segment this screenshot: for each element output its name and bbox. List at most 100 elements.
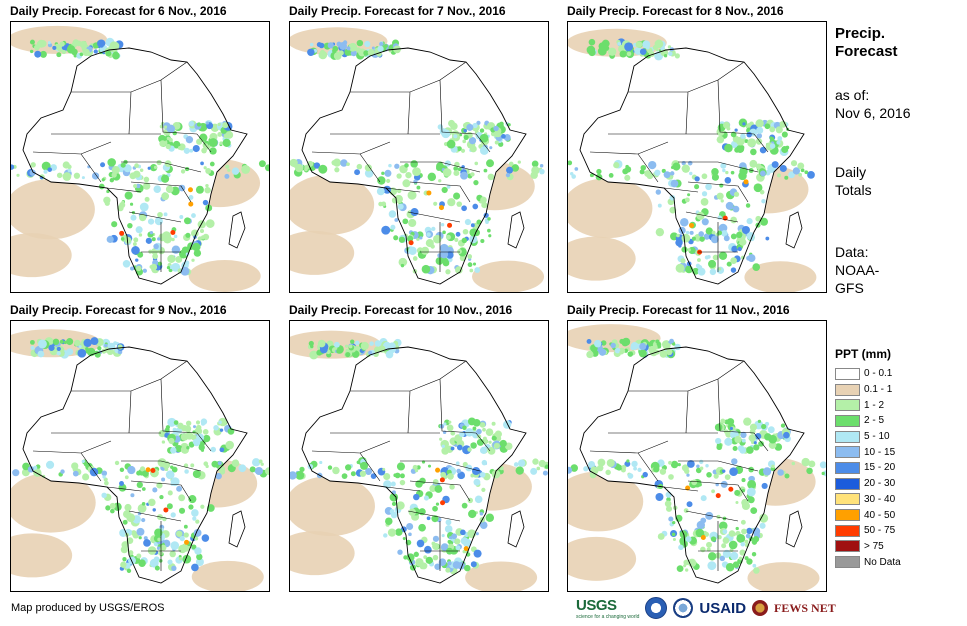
precip-cell xyxy=(82,48,90,57)
precip-cell xyxy=(85,348,91,354)
precip-cell xyxy=(350,50,357,57)
precip-cell xyxy=(790,160,798,167)
precip-cell xyxy=(486,159,494,168)
precip-cell xyxy=(159,140,167,147)
precip-cell xyxy=(670,171,675,176)
precip-cell xyxy=(371,46,375,50)
precip-cell xyxy=(784,473,790,479)
precip-cell xyxy=(472,262,477,266)
precip-cell xyxy=(586,45,596,55)
precip-cell xyxy=(374,340,382,347)
precip-cell xyxy=(147,166,151,170)
precip-cell xyxy=(295,163,304,173)
precip-cell xyxy=(158,551,163,556)
madagascar xyxy=(785,510,803,548)
precip-cell xyxy=(62,172,72,181)
precip-cell xyxy=(703,233,711,240)
precip-cell xyxy=(491,469,501,479)
precip-cell xyxy=(695,263,701,268)
precip-cell xyxy=(680,258,686,264)
precip-cell xyxy=(317,339,326,348)
precip-cell xyxy=(385,517,393,525)
precip-cell xyxy=(472,466,481,476)
precip-cell xyxy=(346,46,351,51)
precip-cell xyxy=(452,561,461,569)
precip-cell xyxy=(696,464,700,469)
precip-cell xyxy=(158,558,163,563)
precip-cell xyxy=(416,539,425,548)
precip-cell xyxy=(133,237,139,243)
precip-cell xyxy=(402,259,408,265)
precip-cell xyxy=(444,525,453,533)
precip-cell xyxy=(318,164,328,174)
precip-cell xyxy=(367,49,375,56)
precip-cell xyxy=(338,50,344,56)
precip-cell xyxy=(346,162,350,167)
precip-cell xyxy=(147,546,157,555)
precip-cell xyxy=(746,558,753,565)
precip-cell xyxy=(739,549,746,556)
coastline xyxy=(22,346,248,584)
precip-cell xyxy=(147,218,155,225)
precip-cell xyxy=(350,471,356,477)
logo-strip: USGS science for a changing world USAID … xyxy=(576,595,836,621)
precip-cell xyxy=(219,447,225,453)
precip-cell xyxy=(421,246,430,255)
precip-cell xyxy=(491,435,497,441)
precip-cell xyxy=(404,163,409,168)
precip-cell xyxy=(724,474,731,480)
precip-cell xyxy=(687,558,697,568)
precip-cell xyxy=(408,532,412,537)
precip-cell xyxy=(479,422,486,428)
heavy-precip-cell xyxy=(700,534,706,540)
precip-cell xyxy=(130,493,135,498)
precip-cell xyxy=(183,217,191,225)
precip-cell xyxy=(439,437,443,441)
precip-cell xyxy=(197,220,206,229)
precip-cell xyxy=(381,225,391,235)
heavy-precip-cell xyxy=(408,240,414,246)
precip-cell xyxy=(776,140,781,145)
precip-cell xyxy=(37,39,46,48)
legend-label: 0.1 - 1 xyxy=(864,384,893,396)
heavy-precip-cell xyxy=(728,486,734,492)
precip-cell xyxy=(66,348,74,356)
precip-cell xyxy=(413,179,418,184)
precip-cell xyxy=(476,438,484,446)
precip-cell xyxy=(210,446,217,453)
precip-cell xyxy=(106,189,110,194)
legend-item: 40 - 50 xyxy=(835,507,901,523)
precip-cell xyxy=(319,460,323,465)
precip-cell xyxy=(712,254,719,261)
precip-cell xyxy=(136,481,143,489)
precip-cell xyxy=(505,173,511,178)
precip-cell xyxy=(121,200,125,204)
precip-cell xyxy=(444,160,451,167)
precip-cell xyxy=(445,269,451,275)
precip-cell xyxy=(56,351,61,356)
precip-cell xyxy=(730,233,737,240)
precip-cell xyxy=(732,561,740,569)
dry-area xyxy=(568,236,636,281)
coastline xyxy=(301,47,527,285)
precip-cell xyxy=(165,470,175,480)
precip-cell xyxy=(205,219,215,228)
precip-cell xyxy=(440,223,445,227)
precip-cell xyxy=(508,161,514,167)
precip-cell xyxy=(453,192,461,200)
precip-cell xyxy=(170,465,174,469)
precip-cell xyxy=(752,263,761,271)
precip-cell xyxy=(724,176,732,184)
heavy-precip-cell xyxy=(426,190,432,196)
precip-cell xyxy=(440,439,450,449)
precip-cell xyxy=(734,489,741,496)
precip-cell xyxy=(171,262,181,272)
precip-cell xyxy=(184,469,189,474)
precip-cell xyxy=(460,171,469,180)
precip-cell xyxy=(532,458,539,465)
precip-cell xyxy=(462,228,469,235)
precip-cell xyxy=(714,423,723,432)
precip-cell xyxy=(462,538,472,548)
precip-cell xyxy=(345,464,352,471)
precip-cell xyxy=(219,141,223,145)
